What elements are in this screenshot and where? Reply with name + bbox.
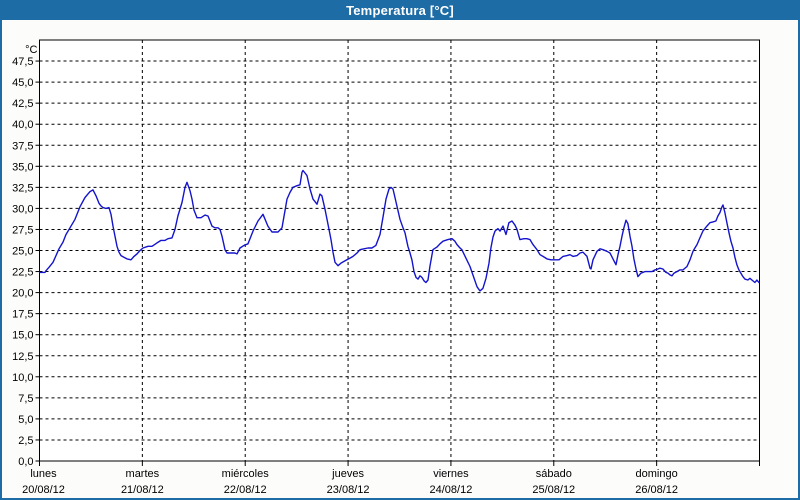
temperature-chart: 0,0 2,5 5,0 7,5 10,0 12,5 15,0 17,5 20,0 22,5 25,0… (12, 39, 760, 496)
y-axis-label: 27,5 (12, 224, 33, 236)
y-axis-label: 17,5 (12, 309, 33, 321)
x-axis-day-label: viernes (433, 468, 469, 480)
x-axis-date-label: 24/08/12 (430, 484, 473, 496)
x-axis-day-label: sábado (536, 468, 572, 480)
y-axis-label: 5,0 (18, 414, 33, 426)
x-axis-date-label: 21/08/12 (121, 484, 164, 496)
x-axis-date-label: 23/08/12 (327, 484, 370, 496)
x-axis-day-label: martes (126, 468, 160, 480)
chart-panel: 0,0 2,5 5,0 7,5 10,0 12,5 15,0 17,5 20,0 22,5 25,0… (2, 20, 798, 498)
y-axis-label: 20,0 (12, 288, 33, 300)
y-axis-label: 0,0 (18, 456, 33, 468)
y-axis-label: 10,0 (12, 372, 33, 384)
x-axis-date-label: 26/08/12 (635, 484, 678, 496)
y-axis-unit-label: °C (25, 44, 37, 56)
y-axis-label: 7,5 (18, 393, 33, 405)
title-bar: Temperatura [°C] (2, 2, 798, 20)
x-axis-day-label: domingo (636, 468, 678, 480)
x-axis-date-label: 20/08/12 (22, 484, 65, 496)
y-axis-label: 22,5 (12, 267, 33, 279)
plot-frame (39, 39, 760, 462)
window-title: Temperatura [°C] (346, 3, 454, 18)
y-axis-label: 15,0 (12, 330, 33, 342)
y-axis-label: 32,5 (12, 182, 33, 194)
y-axis-label: 2,5 (18, 435, 33, 447)
y-axis-label: 37,5 (12, 140, 33, 152)
y-axis-label: 12,5 (12, 351, 33, 363)
y-axis-label: 25,0 (12, 246, 33, 258)
x-axis-day-label: miércoles (222, 468, 270, 480)
y-axis-label: 40,0 (12, 119, 33, 131)
y-axis-label: 42,5 (12, 98, 33, 110)
temperature-line (39, 169, 760, 292)
y-axis-label: 30,0 (12, 203, 33, 215)
y-axis-label: 47,5 (12, 56, 33, 68)
x-axis-day-label: jueves (331, 468, 364, 480)
y-axis-label: 45,0 (12, 77, 33, 89)
x-axis-date-label: 25/08/12 (532, 484, 575, 496)
x-axis-day-label: lunes (30, 468, 57, 480)
y-axis-label: 35,0 (12, 161, 33, 173)
x-axis-date-label: 22/08/12 (224, 484, 267, 496)
